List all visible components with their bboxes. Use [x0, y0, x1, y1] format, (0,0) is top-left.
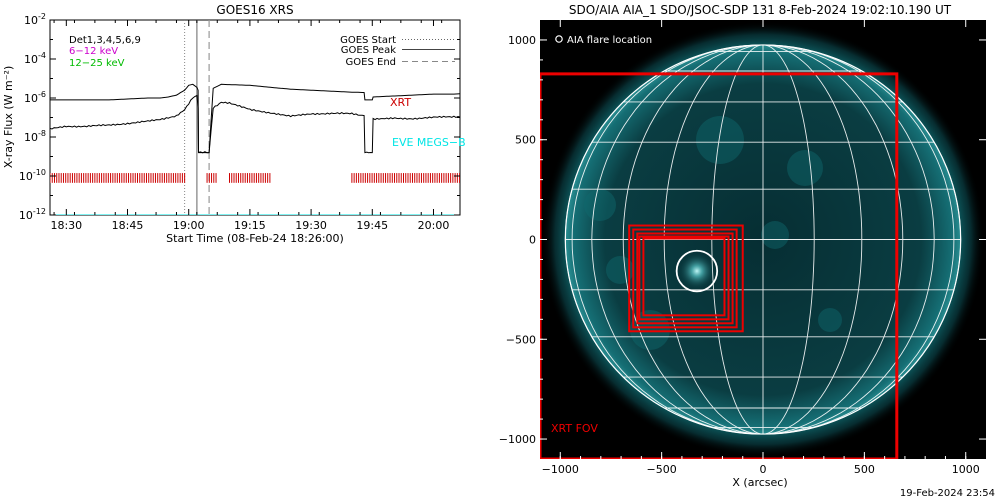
- aia-x-axis-label: X (arcsec): [732, 476, 787, 489]
- x-tick-label: 18:30: [50, 219, 82, 232]
- eve-megs-label: EVE MEGS−B: [392, 136, 466, 149]
- x-tick-label: 19:00: [173, 219, 205, 232]
- legend-goes-end: GOES End: [346, 57, 396, 68]
- x-tick-label: 19:30: [295, 219, 327, 232]
- goes-y-axis-label: X-ray Flux (W m⁻²): [2, 66, 15, 168]
- x-tick-label: 18:45: [112, 219, 144, 232]
- y-tick-label: 500: [515, 134, 536, 147]
- aia-axes: AIA flare location XRT FOV −1000 −500 0 500 10…: [499, 20, 986, 476]
- y-tick-label: −500: [506, 333, 536, 346]
- active-region-glow: [606, 256, 634, 284]
- y-tick-label: 10-12: [19, 207, 46, 222]
- xrs-series-line: [50, 83, 460, 154]
- y-tick-label: −1000: [499, 433, 536, 446]
- x-tick-label: −500: [647, 463, 677, 476]
- legend-flare-marker: [555, 35, 563, 43]
- legend-goes-start: GOES Start: [340, 35, 396, 46]
- legend-detectors: Det1,3,4,5,6,9: [69, 35, 141, 46]
- y-tick-label: 0: [529, 234, 536, 247]
- xrt-fov-box: [636, 232, 734, 325]
- xrt-fov-box: [628, 224, 744, 333]
- xrt-fov-box: [632, 228, 738, 329]
- y-tick-label: 10-4: [24, 51, 46, 66]
- xrt-fov-box: [642, 237, 726, 317]
- aia-image-title: SDO/AIA AIA_1 SDO/JSOC-SDP 131 8-Feb-202…: [569, 3, 952, 17]
- active-region-glow: [761, 221, 789, 249]
- x-tick-label: 19:15: [234, 219, 266, 232]
- legend-12-25kev: 12−25 keV: [69, 58, 125, 69]
- xrs-series-line: [50, 94, 460, 154]
- xrt-series-label: XRT: [390, 96, 411, 109]
- aia-image-panel: SDO/AIA AIA_1 SDO/JSOC-SDP 131 8-Feb-202…: [499, 3, 995, 499]
- x-tick-label: 500: [854, 463, 875, 476]
- xrt-fov-label: XRT FOV: [551, 422, 598, 435]
- active-region-glow: [696, 116, 744, 164]
- goes-xrs-panel: GOES16 XRS 18:30 18:45 19:00 19:15 19:30 19:4…: [2, 3, 466, 245]
- legend-6-12kev: 6−12 keV: [69, 46, 118, 57]
- xrt-fov-large-box: [540, 72, 899, 459]
- goes-x-axis-label: Start Time (08-Feb-24 18:26:00): [166, 232, 344, 245]
- aia-flare-location-circle: [675, 249, 719, 293]
- active-region-glow: [787, 150, 823, 186]
- active-region-glow: [584, 189, 616, 221]
- aia-image-content: [540, 21, 985, 459]
- footer-timestamp: 19-Feb-2024 23:54: [900, 488, 995, 499]
- legend-goes-peak: GOES Peak: [341, 45, 396, 56]
- xrt-fov-box: [638, 235, 730, 321]
- legend-flare-label: AIA flare location: [567, 35, 652, 46]
- flare-brightening: [678, 253, 715, 290]
- y-tick-label: 10-10: [19, 168, 46, 183]
- x-tick-label: 1000: [952, 463, 980, 476]
- x-tick-label: 0: [760, 463, 767, 476]
- y-tick-label: 1000: [508, 34, 536, 47]
- x-tick-label: 19:45: [356, 219, 388, 232]
- x-tick-label: 20:00: [418, 219, 450, 232]
- active-region-glow: [818, 308, 842, 332]
- y-tick-label: 10-8: [24, 129, 46, 144]
- y-tick-label: 10-6: [24, 90, 46, 105]
- xrt-fov-boxes: [540, 72, 899, 459]
- goes-plot-area: [50, 20, 460, 215]
- goes-chart-title: GOES16 XRS: [216, 3, 293, 17]
- solar-limb: [564, 44, 962, 435]
- y-tick-label: 10-2: [24, 12, 46, 27]
- goes-axes: 18:30 18:45 19:00 19:15 19:30 19:45 20:00 10-2 1…: [19, 12, 460, 232]
- x-tick-label: −1000: [542, 463, 579, 476]
